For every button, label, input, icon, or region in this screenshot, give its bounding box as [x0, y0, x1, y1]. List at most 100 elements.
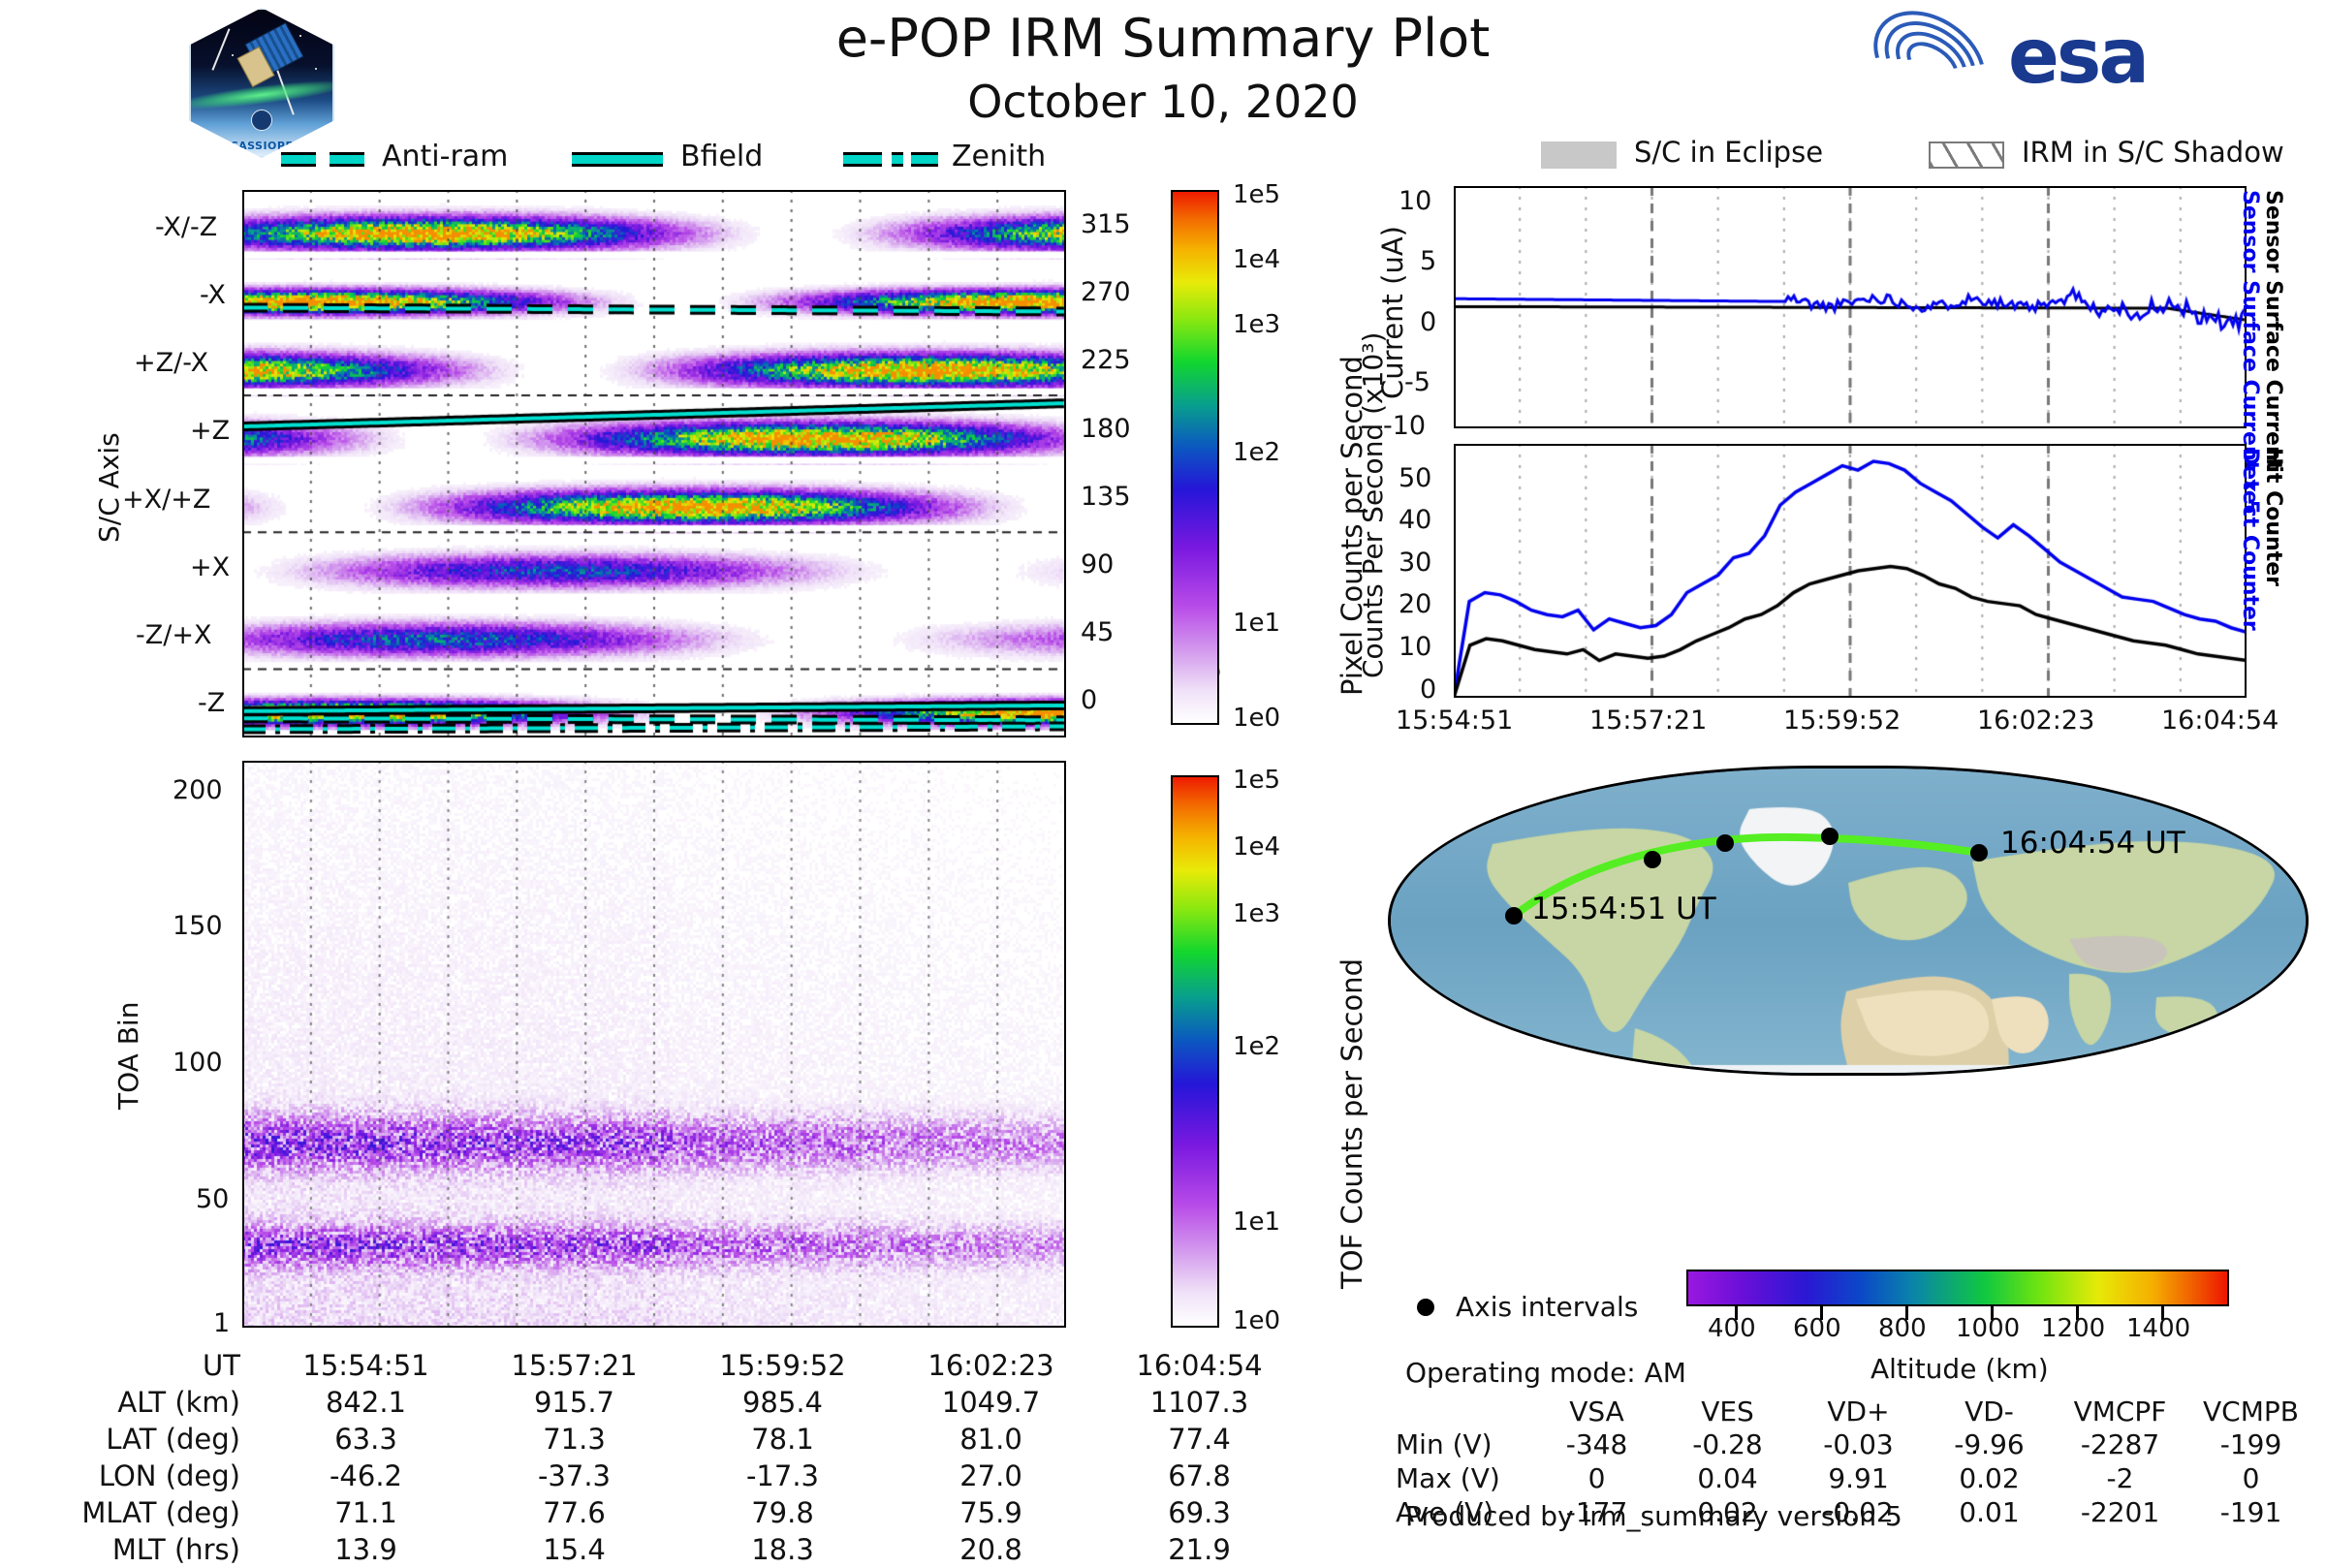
voltage-cell: 0.01 [1959, 1496, 2020, 1528]
tof-counts-colorbar-label: TOF Counts per Second [1336, 957, 1368, 1289]
current-ytick-5: 5 [1420, 246, 1437, 276]
legend-label-shadow: IRM in S/C Shadow [2022, 136, 2284, 169]
page-title: e-POP IRM Summary Plot [835, 8, 1491, 69]
page-subtitle: October 10, 2020 [967, 76, 1359, 128]
pixel-cb-tick-1e1: 1e1 [1233, 609, 1281, 638]
angle-ytick-left-6: -Z/+X [136, 620, 212, 650]
voltage-cell: 0 [1587, 1462, 1606, 1494]
counts-xtick-4: 16:04:54 [2161, 706, 2279, 736]
cassiope-mission-logo: CASSIOPE [189, 8, 354, 163]
voltage-cell: -177 [1565, 1496, 1628, 1528]
counts-ytick-10: 10 [1399, 632, 1432, 662]
voltage-row-label: Max (V) [1396, 1462, 1500, 1494]
voltage-cell: -9.96 [1954, 1428, 2025, 1460]
counts-ytick-50: 50 [1399, 463, 1432, 493]
toa-spectrogram-canvas [242, 761, 1066, 1328]
voltage-cell: -0.03 [1823, 1428, 1894, 1460]
angle-ytick-right-0: 315 [1081, 209, 1131, 239]
toa-ytick-1: 1 [213, 1308, 231, 1338]
table-row: MLT (hrs) 13.9 15.4 18.3 20.8 21.9 [58, 1531, 1304, 1568]
pixel-cb-tick-1e2: 1e2 [1233, 438, 1281, 467]
counts-xtick-2: 15:59:52 [1783, 706, 1902, 736]
table-cell: 915.7 [533, 1386, 615, 1419]
voltage-cell: -199 [2219, 1428, 2282, 1460]
altitude-colorbar [1686, 1270, 2229, 1306]
table-cell: 1107.3 [1149, 1386, 1249, 1419]
table-cell: 18.3 [751, 1533, 814, 1566]
ground-track-map: 16:04:54 UT 15:54:51 UT [1388, 766, 2309, 1076]
cassiope-logo-text: CASSIOPE [230, 140, 294, 152]
angle-ytick-left-3: +Z [190, 416, 231, 446]
angle-ytick-right-2: 225 [1081, 345, 1131, 375]
pixel-cb-tick-1e5: 1e5 [1233, 180, 1281, 209]
tof-cb-tick-1e0: 1e0 [1233, 1306, 1281, 1335]
voltage-cell: 0.02 [1959, 1462, 2020, 1494]
voltage-row-label: Min (V) [1396, 1428, 1493, 1460]
current-right-label-black: Sensor Surface Current [2261, 190, 2285, 472]
table-row-label: LAT (deg) [106, 1423, 240, 1456]
angle-ytick-left-1: -X [200, 280, 226, 310]
angle-ytick-left-7: -Z [198, 688, 226, 718]
angle-ytick-left-2: +Z/-X [134, 348, 209, 378]
tof-cb-tick-1e4: 1e4 [1233, 832, 1281, 862]
table-cell: 78.1 [751, 1423, 814, 1456]
voltage-table-row: Ave (V) -177 0.02 -0.02 0.01 -2201 -191 [1396, 1495, 2316, 1529]
table-cell: 16:02:23 [927, 1349, 1054, 1382]
legend-label-anti-ram: Anti-ram [382, 140, 509, 173]
table-cell: 71.1 [334, 1496, 397, 1529]
counts-plot-panel [1454, 444, 2247, 698]
table-cell: 15.4 [543, 1533, 606, 1566]
table-row-label: UT [203, 1349, 240, 1382]
table-row: ALT (km) 842.1 915.7 985.4 1049.7 1107.3 [58, 1384, 1304, 1421]
table-cell: 1049.7 [941, 1386, 1041, 1419]
table-row: LAT (deg) 63.3 71.3 78.1 81.0 77.4 [58, 1421, 1304, 1458]
pixel-counts-colorbar [1171, 190, 1219, 725]
angle-ytick-right-5: 90 [1081, 549, 1115, 580]
altitude-colorbar-label: Altitude (km) [1870, 1353, 2049, 1385]
voltage-cell: -348 [1565, 1428, 1628, 1460]
angle-ytick-right-4: 135 [1081, 482, 1131, 512]
toa-spectrogram-panel [242, 761, 1066, 1328]
voltage-column-header: VSA [1569, 1396, 1624, 1427]
counts-xtick-3: 16:02:23 [1977, 706, 2095, 736]
table-cell: 27.0 [959, 1459, 1022, 1492]
counts-xtick-0: 15:54:51 [1396, 706, 1514, 736]
table-row-label: ALT (km) [117, 1386, 240, 1419]
current-ytick-m10: -10 [1383, 411, 1427, 441]
angle-ytick-right-1: 270 [1081, 277, 1131, 307]
voltage-column-header: VCMPB [2203, 1396, 2299, 1427]
angle-ytick-right-6: 45 [1081, 617, 1115, 647]
voltage-summary-table: VSA VES VD+ VD- VMCPF VCMPB Min (V) -348 -0.28 -… [1396, 1396, 2316, 1529]
legend-label-zenith: Zenith [952, 140, 1047, 173]
esa-wordmark: esa [2008, 14, 2150, 101]
table-cell: -37.3 [537, 1459, 612, 1492]
alt-tick-800: 800 [1878, 1314, 1927, 1343]
counts-xtick-1: 15:57:21 [1589, 706, 1708, 736]
angle-spectrogram-ylabel: S/C Axis [93, 432, 125, 543]
table-row: UT 15:54:51 15:57:21 15:59:52 16:02:23 16:04:… [58, 1347, 1304, 1384]
counts-plot-ylabel: Counts Per Second (x10³) [1357, 332, 1389, 678]
pixel-cb-tick-1e4: 1e4 [1233, 245, 1281, 274]
legend-label-bfield: Bfield [680, 140, 764, 173]
voltage-table-row: Min (V) -348 -0.28 -0.03 -9.96 -2287 -199 [1396, 1427, 2316, 1461]
table-cell: 63.3 [334, 1423, 397, 1456]
eclipse-swatch [1541, 141, 1617, 169]
angle-ytick-right-7: 0 [1081, 685, 1098, 715]
esa-logo: esa [1854, 0, 2270, 132]
voltage-row-label: Ave (V) [1396, 1496, 1494, 1528]
operating-mode-label: Operating mode: AM [1405, 1357, 1686, 1389]
current-ytick-m5: -5 [1404, 367, 1430, 397]
table-cell: 77.6 [543, 1496, 606, 1529]
voltage-column-header: VMCPF [2073, 1396, 2167, 1427]
current-plot-panel [1454, 186, 2247, 428]
table-cell: 71.3 [543, 1423, 606, 1456]
counts-ytick-0: 0 [1420, 674, 1437, 705]
table-cell: 69.3 [1168, 1496, 1231, 1529]
voltage-cell: -0.02 [1823, 1496, 1894, 1528]
voltage-cell: 0 [2242, 1462, 2260, 1494]
tof-cb-tick-1e3: 1e3 [1233, 899, 1281, 928]
table-cell: 16:04:54 [1136, 1349, 1263, 1382]
table-cell: 77.4 [1168, 1423, 1231, 1456]
toa-ylabel: TOA Bin [112, 1001, 144, 1110]
toa-ytick-150: 150 [173, 911, 223, 941]
